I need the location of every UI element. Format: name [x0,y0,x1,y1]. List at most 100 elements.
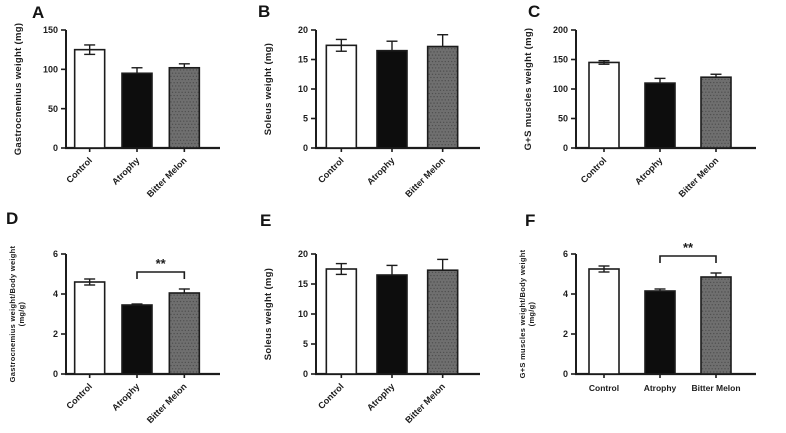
bar-bitter-melon [700,276,732,375]
x-tick-label: Atrophy [365,381,396,412]
y-tick-label: 2 [563,329,568,339]
y-axis-title: Gastrocnemius weight (mg) [13,23,24,156]
bar-atrophy [644,290,676,375]
y-tick-label: 4 [563,289,568,299]
panel-c-label: C [528,2,541,21]
panel-a-label: A [32,3,45,22]
bar-texture [428,48,458,146]
y-tick-label: 20 [298,249,308,259]
bar-chart-gs-muscles-weight: 0 50 100 150 200 G+S muscles weight (mg) Contr… [510,0,786,200]
significance-label: ** [156,256,167,271]
x-tick-label: Control [64,155,94,185]
x-tick-label: Bitter Melon [691,383,740,393]
panel-e: 0 5 10 15 20 Soleus weight (mg) Control Atrophy… [250,200,510,433]
y-tick-label: 0 [53,143,58,153]
y-axis-title: G+S muscles weight (mg) [523,28,534,151]
y-tick-label: 100 [553,84,568,94]
bar-control [73,281,106,375]
y-tick-label: 50 [48,104,58,114]
bar-texture [170,69,199,148]
y-axis-title: Soleus weight (mg) [263,268,274,361]
y-axis-title: (mg/g) [17,301,26,326]
x-tick-label: Bitter Melon [403,155,447,199]
x-tick-label: Bitter Melon [145,381,189,425]
y-tick-label: 150 [553,55,568,65]
x-tick-label: Bitter Melon [677,155,721,199]
x-tick-label: Atrophy [644,383,677,393]
bar-chart-soleus-weight-2: 0 5 10 15 20 Soleus weight (mg) Control Atrophy… [250,200,510,433]
y-axis-title: Gastrocnemius weight/Body weight [8,245,17,382]
bar-chart-gastrocnemius-body-weight-ratio: 0 2 4 6 Gastrocnemius weight/Body weight (mg/… [0,200,250,433]
x-tick-label: Bitter Melon [403,381,447,425]
y-tick-label: 5 [303,339,308,349]
x-tick-label: Atrophy [633,155,664,186]
significance-label: ** [683,240,694,255]
chart-svg-D: 0 2 4 6 Gastrocnemius weight/Body weight (mg/… [8,245,220,425]
y-tick-label: 0 [563,369,568,379]
bar-chart-gastrocnemius-weight: 0 50 100 150 Gastrocnemius weight (mg) Contro… [0,0,250,200]
significance-bracket [136,271,186,279]
panel-c: 0 50 100 150 200 G+S muscles weight (mg) Contr… [510,0,786,200]
panel-b: 0 5 10 15 20 Soleus weight (mg) Control Atrophy… [250,0,510,200]
y-axis-title: G+S muscles weight/Body weight [518,249,527,378]
panel-d-label: D [6,209,19,228]
y-tick-label: 2 [53,329,58,339]
y-tick-label: 100 [43,65,58,75]
x-tick-label: Control [316,155,346,185]
y-tick-label: 4 [53,289,58,299]
bar-control [588,268,620,375]
bar-atrophy [376,274,408,375]
chart-svg-B: 0 5 10 15 20 Soleus weight (mg) Control Atrophy… [263,25,480,199]
bar-control [325,44,358,149]
y-tick-label: 200 [553,25,568,35]
bar-control [325,268,358,375]
bar-texture [701,278,731,373]
panel-e-label: E [260,211,272,230]
y-axis-title: Soleus weight (mg) [263,43,274,136]
bar-atrophy [121,72,153,149]
y-tick-label: 5 [303,114,308,124]
bar-chart-gs-muscles-body-weight-ratio: 0 2 4 6 G+S muscles weight/Body weight (mg/g)… [510,200,786,433]
x-tick-label: Control [579,155,609,185]
y-tick-label: 15 [298,55,308,65]
bar-texture [170,294,199,373]
bar-atrophy [121,304,153,375]
chart-svg-A: 0 50 100 150 Gastrocnemius weight (mg) Contro… [13,23,220,199]
y-axis-title: (mg/g) [527,301,536,326]
bar-bitter-melon [426,269,459,375]
x-tick-label: Control [64,381,94,411]
bar-bitter-melon [168,66,201,149]
y-tick-label: 10 [298,309,308,319]
y-tick-label: 0 [303,143,308,153]
x-tick-label: Atrophy [110,155,141,186]
bar-control [73,48,106,149]
y-tick-label: 0 [563,143,568,153]
chart-svg-C: 0 50 100 150 200 G+S muscles weight (mg) Contr… [523,25,756,199]
y-tick-label: 0 [53,369,58,379]
panel-a: 0 50 100 150 Gastrocnemius weight (mg) Contro… [0,0,250,200]
chart-svg-E: 0 5 10 15 20 Soleus weight (mg) Control Atrophy… [263,249,480,425]
chart-svg-F: 0 2 4 6 G+S muscles weight/Body weight (mg/g)… [518,240,756,393]
bar-chart-soleus-weight: 0 5 10 15 20 Soleus weight (mg) Control Atrophy… [250,0,510,200]
y-tick-label: 0 [303,369,308,379]
bar-bitter-melon [168,292,201,375]
y-tick-label: 6 [53,249,58,259]
bar-texture [701,78,731,148]
bar-texture [428,271,458,373]
panel-f: 0 2 4 6 G+S muscles weight/Body weight (mg/g)… [510,200,786,433]
bar-control [588,61,620,149]
x-tick-label: Atrophy [365,155,396,186]
bar-atrophy [376,49,408,149]
y-tick-label: 6 [563,249,568,259]
panel-b-label: B [258,2,271,21]
y-tick-label: 150 [43,25,58,35]
bar-atrophy [644,82,676,149]
y-tick-label: 20 [298,25,308,35]
panel-d: 0 2 4 6 Gastrocnemius weight/Body weight (mg/… [0,200,250,433]
x-tick-label: Atrophy [110,381,141,412]
x-tick-label: Control [589,383,619,393]
x-tick-label: Control [316,381,346,411]
panel-f-label: F [525,211,536,230]
